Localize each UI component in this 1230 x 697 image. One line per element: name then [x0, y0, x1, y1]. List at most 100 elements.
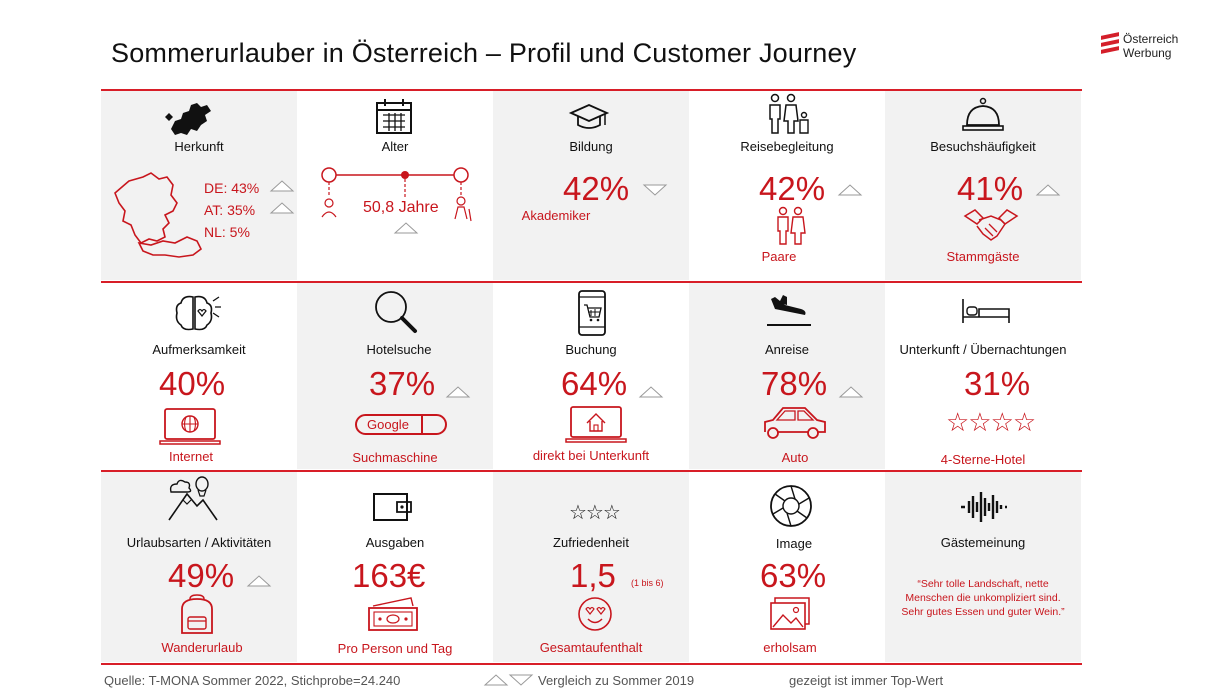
unterkunft-value: 31%: [964, 365, 1031, 402]
europe-map-icon: [165, 103, 211, 135]
card-reisebegleitung: Reisebegleitung 42% Paare: [689, 91, 885, 280]
trend-up-icon: [269, 180, 295, 192]
backpack-icon: [181, 594, 213, 634]
card-unterkunft: Unterkunft / Übernachtungen 31% ☆☆☆☆ 4-S…: [885, 283, 1081, 469]
label-buchung: Buchung: [565, 342, 617, 357]
logo-flag-icon: [1101, 32, 1119, 55]
label-alter: Alter: [381, 139, 409, 154]
card-hotelsuche: Hotelsuche 37% Google Suchmaschine: [297, 283, 493, 469]
trend-up-icon: [246, 575, 272, 587]
sound-wave-icon: [961, 492, 1007, 522]
camera-aperture-icon: [770, 485, 812, 527]
reise-sub: Paare: [761, 249, 797, 264]
graduation-cap-icon: [568, 104, 610, 129]
label-reisebegleitung: Reisebegleitung: [740, 139, 834, 154]
aufm-value: 40%: [159, 365, 226, 402]
card-urlaubsarten: Urlaubsarten / Aktivitäten 49% Wanderurl…: [101, 472, 297, 662]
herkunft-at: AT: 35%: [204, 202, 256, 218]
wallet-icon: [373, 493, 412, 521]
label-besuchshaeufigkeit: Besuchshäufigkeit: [930, 139, 1036, 154]
car-icon: [764, 407, 826, 439]
label-ausgaben: Ausgaben: [365, 535, 425, 550]
besuch-value: 41%: [957, 170, 1024, 207]
unterkunft-sub: 4-Sterne-Hotel: [940, 452, 1026, 467]
calendar-icon: [376, 99, 412, 134]
trend-up-icon: [1035, 184, 1061, 196]
age-scale-icon: [321, 167, 472, 222]
trend-up-icon: [837, 184, 863, 196]
logo-line1: Österreich: [1123, 32, 1179, 46]
guest-quote-line2: Menschen die unkompliziert sind.: [905, 592, 1061, 604]
reception-bell-icon: [962, 97, 1004, 131]
bildung-sub: Akademiker: [521, 208, 591, 223]
buchung-value: 64%: [561, 365, 628, 402]
image-sub: erholsam: [763, 640, 817, 655]
herkunft-nl: NL: 5%: [204, 224, 250, 240]
card-anreise: Anreise 78% Auto: [689, 283, 885, 469]
divider-bottom: [101, 663, 1082, 665]
laptop-globe-icon: [159, 408, 221, 445]
footer-source: Quelle: T-MONA Sommer 2022, Stichprobe=2…: [104, 673, 401, 688]
trend-up-icon: [269, 202, 295, 214]
trend-down-icon: [642, 184, 668, 196]
bildung-value: 42%: [563, 170, 630, 207]
label-bildung: Bildung: [569, 139, 613, 154]
label-anreise: Anreise: [764, 342, 810, 357]
laptop-house-icon: [565, 406, 627, 443]
image-value: 63%: [760, 557, 827, 594]
airplane-landing-icon: [767, 295, 811, 326]
trend-up-icon: [393, 222, 419, 234]
label-aufmerksamkeit: Aufmerksamkeit: [152, 342, 246, 357]
star-rating-icon: ☆☆☆☆: [946, 407, 1036, 437]
guest-quote-line3: Sehr gutes Essen und guter Wein.”: [901, 606, 1065, 618]
google-search-bar: Google: [355, 414, 447, 435]
smartphone-cart-icon: [578, 290, 606, 336]
label-unterkunft: Unterkunft / Übernachtungen: [899, 342, 1067, 357]
trend-up-icon: [638, 386, 664, 398]
label-hotelsuche: Hotelsuche: [366, 342, 432, 357]
label-zufriedenheit: Zufriedenheit: [553, 535, 629, 550]
ausgaben-sub: Pro Person und Tag: [337, 641, 453, 656]
google-label: Google: [367, 417, 409, 432]
zufr-value: 1,5: [570, 557, 616, 594]
bed-icon: [962, 299, 1010, 323]
mountain-balloon-icon: [168, 476, 218, 521]
brain-heart-icon: [175, 295, 221, 331]
card-bildung: Bildung 42% Akademiker: [493, 91, 689, 280]
picture-icon: [770, 597, 810, 630]
anreise-value: 78%: [761, 365, 828, 402]
card-image: Image 63% erholsam: [689, 472, 885, 662]
legend-trend-icons: [483, 674, 534, 686]
oesterreich-werbung-logo: Österreich Werbung: [1101, 31, 1211, 67]
divider-row2: [101, 470, 1082, 472]
card-aufmerksamkeit: Aufmerksamkeit 40% Internet: [101, 283, 297, 469]
herkunft-de: DE: 43%: [204, 180, 260, 196]
trend-up-icon: [838, 386, 864, 398]
divider-row1: [101, 281, 1082, 283]
label-herkunft: Herkunft: [174, 139, 224, 154]
ausgaben-value: 163€: [352, 557, 426, 594]
anreise-sub: Auto: [781, 450, 809, 465]
guest-quote: “Sehr tolle Landschaft, nette Menschen d…: [885, 577, 1081, 619]
germany-austria-map-icon: [114, 172, 203, 258]
alter-value: 50,8 Jahre: [363, 199, 439, 216]
divider-top: [101, 89, 1082, 91]
couple-icon: [777, 206, 806, 245]
hotel-sub: Suchmaschine: [352, 450, 438, 465]
label-image: Image: [775, 536, 813, 551]
label-gaestemeinung: Gästemeinung: [940, 535, 1026, 550]
hotel-value: 37%: [369, 365, 436, 402]
zufr-scale: (1 bis 6): [631, 578, 664, 588]
card-zufriedenheit: ☆☆☆ Zufriedenheit 1,5 (1 bis 6) Gesamtau…: [493, 472, 689, 662]
besuch-sub: Stammgäste: [946, 249, 1020, 264]
heart-eyes-emoji-icon: [578, 597, 612, 631]
three-stars-icon: ☆☆☆: [569, 502, 621, 524]
page-title: Sommerurlauber in Österreich – Profil un…: [111, 38, 857, 68]
footer-note: gezeigt ist immer Top-Wert: [789, 673, 944, 688]
buchung-sub: direkt bei Unterkunft: [532, 448, 650, 463]
family-icon: [769, 93, 809, 134]
card-ausgaben: Ausgaben 163€ Pro Person und Tag: [297, 472, 493, 662]
card-besuchshaeufigkeit: Besuchshäufigkeit 41% Stammgäste: [885, 91, 1081, 280]
card-herkunft: Herkunft DE: 43% AT: 35% NL: 5%: [101, 91, 297, 280]
card-buchung: Buchung 64% direkt bei Unterkunft: [493, 283, 689, 469]
